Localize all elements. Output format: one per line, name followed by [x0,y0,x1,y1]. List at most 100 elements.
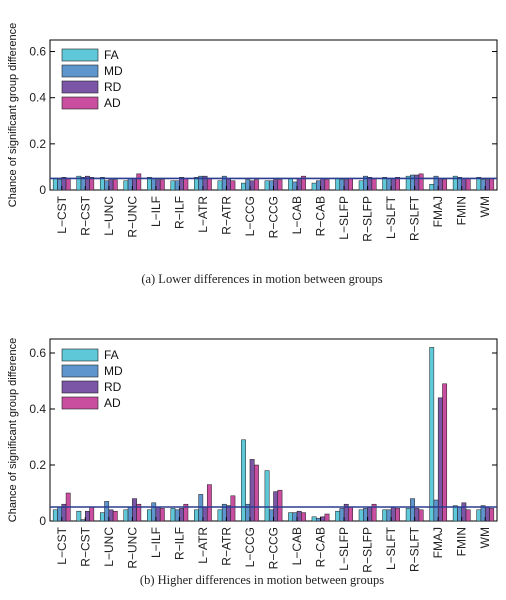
legend-swatch-ad [61,96,99,110]
bar-ad-wm [489,178,495,191]
y-tick-label: 0 [39,183,46,197]
bar-fa-rcab [311,182,317,191]
bar-fa-fmaj [429,347,435,522]
legend-label-md: MD [104,64,123,78]
bar-md-rslfp [363,508,368,522]
bar-ad-fmaj [442,383,448,522]
bar-md-lilf [151,502,157,522]
x-tick-label: WM [478,196,492,217]
x-tick-label: R−SLFT [408,195,422,241]
bar-md-runc [127,178,133,191]
bar-rd-lslft [390,178,396,191]
x-tick-label: L−SLFP [337,527,351,571]
bar-rd-rslft [414,174,420,191]
bar-fa-lslfp [335,510,341,522]
x-tick-label: R−SLFP [361,196,375,242]
legend-swatch-rd [61,80,99,94]
bar-ad-rcab [324,513,330,522]
x-tick-label: R−ILF [172,196,186,229]
bar-rd-lslfp [343,179,349,191]
bar-ad-rslft [418,509,424,522]
y-tick-label: 0.4 [29,402,46,416]
bar-ad-rslfp [371,178,377,191]
bar-ad-lccg [254,464,259,522]
legend-label-md: MD [104,364,123,378]
bar-ad-lilf [159,179,165,191]
legend-swatch-md [61,64,99,78]
bar-fa-fmin [452,505,458,522]
y-tick-label: 0.4 [29,91,46,105]
bar-md-wm [480,179,486,191]
x-tick-label: R−CAB [314,196,328,236]
bar-fa-latr [194,509,199,522]
x-tick-label: FMIN [455,527,469,556]
bar-ad-lcab [301,175,306,191]
bar-md-rccg [268,509,274,522]
bar-rd-rslfp [367,506,373,522]
x-tick-label: R−ATR [219,527,233,566]
bar-rd-wm [484,179,490,191]
x-tick-label: L−ILF [149,196,163,227]
bar-fa-rilf [170,508,176,522]
legend-label-rd: RD [104,380,122,394]
bar-fa-rcst [76,510,82,522]
bar-rd-runc [132,498,137,522]
plot-area [49,338,498,522]
bar-fa-rccg [264,470,270,522]
legend-swatch-rd [61,380,99,394]
bar-ad-lslft [395,508,400,522]
bar-ad-runc [136,503,142,522]
bar-ad-lslfp [348,506,353,522]
bar-md-rilf [174,180,180,191]
bar-ad-ratr [230,495,236,522]
bar-ad-rslft [418,173,424,191]
x-tick-label: R−CCG [267,196,281,238]
x-tick-label: L−SLFT [384,526,398,570]
bar-ad-rcab [324,179,330,191]
bar-rd-rslft [414,508,420,522]
bar-fa-lcab [288,178,293,191]
bar-fa-ratr [217,509,223,522]
bar-fa-lslfp [335,178,341,191]
bar-rd-lilf [155,179,161,191]
legend-label-ad: AD [104,396,121,410]
bar-ad-rccg [277,179,283,191]
bar-fa-rslfp [358,509,364,522]
bar-ad-rilf [183,178,189,191]
y-tick-label: 0.6 [29,346,46,360]
bar-md-fmaj [433,499,439,522]
legend-swatch-fa [61,48,99,62]
x-tick-label: R−ILF [172,527,186,560]
bar-md-lunc [104,180,110,191]
x-tick-label: L−ATR [196,196,210,233]
bar-ad-lunc [112,179,118,191]
bar-rd-lccg [249,459,255,522]
bar-fa-runc [123,180,129,191]
bar-md-lslfp [339,179,345,191]
bar-rd-rcst [85,510,90,522]
bar-ad-lilf [159,508,165,522]
x-tick-label: L−SLFT [384,195,398,239]
bar-md-rcst [80,519,86,522]
bar-fa-rcab [311,516,317,522]
bar-rd-lccg [249,180,255,191]
x-tick-label: R−CST [78,526,92,566]
bar-fa-lcst [52,178,58,191]
bar-rd-wm [484,506,490,522]
figure-caption: (b) Higher differences in motion between… [140,573,384,587]
bar-md-lilf [151,178,157,191]
bar-ad-lccg [254,179,259,191]
y-tick-label: 0 [39,514,46,528]
bar-rd-runc [132,178,137,191]
bar-fa-lilf [147,509,152,522]
bar-fa-lcab [288,512,293,522]
x-tick-label: L−CST [55,526,69,564]
bar-ad-latr [206,178,212,191]
bar-md-lcst [57,506,63,522]
x-tick-label: R−UNC [125,196,139,238]
legend-label-ad: AD [104,96,121,110]
x-tick-label: L−UNC [102,527,116,567]
legend-swatch-fa [61,348,99,362]
bar-md-rslft [410,174,415,191]
bar-rd-fmaj [437,178,443,191]
